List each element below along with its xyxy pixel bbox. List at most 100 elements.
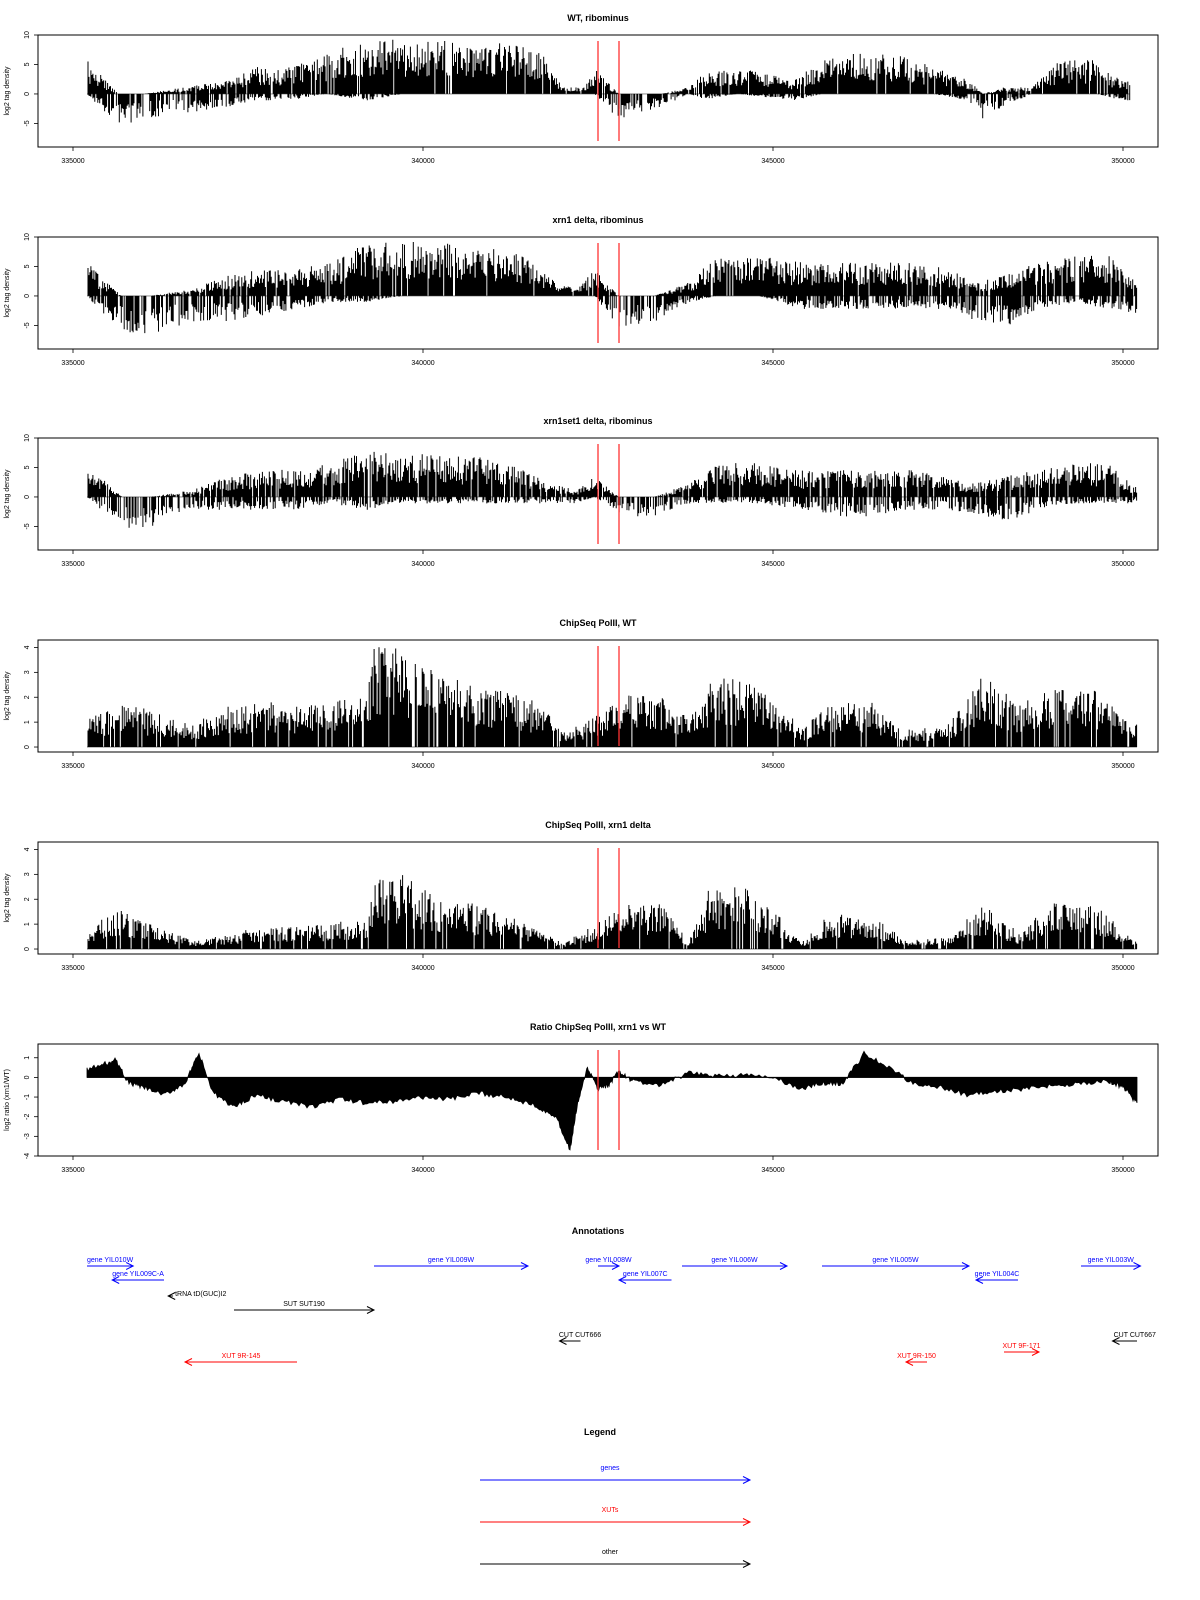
density-bars [87,39,1131,123]
plot-frame [37,236,1159,350]
legend-label: genes [600,1465,620,1472]
x-tick-label: 350000 [1111,965,1134,972]
density-bars [87,451,1138,528]
y-tick-label: 3 [24,872,31,876]
annotation-feature [822,1262,971,1270]
legend-arrow [480,1518,752,1526]
y-tick-label: 0 [24,495,31,499]
legend-arrow [480,1476,752,1484]
annotation-label: XUT 9R-150 [897,1353,936,1360]
density-bars [87,875,1138,949]
y-tick-label: -1 [24,1094,31,1100]
annotation-feature [617,1276,672,1284]
feature-arrowhead [520,1262,530,1270]
annotation-feature [1111,1337,1137,1345]
feature-arrowhead [111,1276,120,1284]
legend-label: XUTs [602,1507,619,1514]
y-tick-label: -3 [24,1133,31,1139]
y-tick-label: 1 [24,1056,31,1060]
x-tick-label: 335000 [61,965,84,972]
legend-title: Legend [584,1427,616,1437]
y-axis-label: log2 tag density [4,268,11,318]
y-tick-label: 0 [24,92,31,96]
annotation-feature [558,1337,581,1345]
annotation-feature [1081,1262,1142,1270]
annotation-label: SUT SUT190 [283,1301,325,1308]
plot-frame [37,639,1159,753]
y-tick-label: 1 [24,922,31,926]
y-axis-label: log2 tag density [4,469,11,519]
plot-frame [37,437,1159,551]
x-tick-label: 350000 [1111,158,1134,165]
x-tick-label: 345000 [761,158,784,165]
annotation-label: gene YIL008W [585,1257,632,1264]
plot-frame [37,841,1159,955]
y-tick-label: 0 [24,1075,31,1079]
density-bars [87,647,1138,747]
y-tick-label: 4 [24,645,31,649]
annotation-feature [167,1292,176,1300]
chart-marks [86,1050,1138,1151]
annotation-feature [974,1276,1018,1284]
annotation-feature [374,1262,530,1270]
y-tick-label: -5 [24,120,31,126]
annotation-label: CUT CUT666 [559,1332,601,1339]
feature-arrowhead [167,1292,176,1300]
feature-arrowhead [742,1560,752,1568]
y-tick-label: 4 [24,847,31,851]
annotation-label: XUT 9F-171 [1003,1343,1041,1350]
x-tick-label: 340000 [411,1167,434,1174]
chart-marks [87,242,1138,334]
annotation-label: gene YIL009C-A [112,1271,164,1278]
x-tick-label: 335000 [61,1167,84,1174]
annotation-label: XUT 9R-145 [222,1353,261,1360]
annotation-feature [234,1306,376,1314]
annotation-feature [682,1262,789,1270]
y-tick-label: 10 [24,434,31,442]
x-tick-label: 350000 [1111,1167,1134,1174]
chart-title: ChipSeq PolII, xrn1 delta [545,820,652,830]
ratio-area [86,1050,1138,1151]
x-tick-label: 340000 [411,158,434,165]
y-tick-label: -5 [24,322,31,328]
y-axis-label: log2 tag density [4,671,11,721]
feature-arrowhead [904,1358,914,1366]
x-tick-label: 340000 [411,561,434,568]
feature-arrowhead [611,1262,621,1270]
x-tick-label: 350000 [1111,763,1134,770]
chart-title: xrn1set1 delta, ribominus [543,416,652,426]
legend-arrow [480,1560,752,1568]
y-tick-label: 2 [24,695,31,699]
chart-title: xrn1 delta, ribominus [552,215,643,225]
feature-arrowhead [1111,1337,1120,1345]
feature-arrowhead [183,1358,193,1366]
y-axis-label: log2 ratio (xrn1/WT) [4,1069,11,1131]
x-tick-label: 345000 [761,360,784,367]
legend-label: other [602,1549,619,1556]
annotations-title: Annotations [572,1226,625,1236]
chart-title: Ratio ChipSeq PolII, xrn1 vs WT [530,1022,667,1032]
annotation-label: gene YIL007C [623,1271,668,1278]
x-tick-label: 335000 [61,763,84,770]
chart-marks [87,875,1138,950]
annotation-label: gene YIL004C [975,1271,1020,1278]
y-tick-label: 10 [24,31,31,39]
feature-arrowhead [617,1276,627,1284]
chart-marks [87,39,1131,123]
x-tick-label: 340000 [411,360,434,367]
y-tick-label: 0 [24,294,31,298]
annotation-label: gene YIL003W [1088,1257,1135,1264]
annotation-feature [111,1276,164,1284]
feature-arrowhead [125,1262,135,1270]
y-axis-label: log2 tag density [4,873,11,923]
y-tick-label: -5 [24,523,31,529]
annotation-feature [183,1358,297,1366]
feature-arrowhead [1133,1262,1142,1270]
y-tick-label: -4 [24,1153,31,1159]
x-tick-label: 350000 [1111,360,1134,367]
annotation-label: gene YIL006W [711,1257,758,1264]
annotation-feature [87,1262,135,1270]
x-tick-label: 345000 [761,763,784,770]
chart-title: ChipSeq PolII, WT [560,618,637,628]
